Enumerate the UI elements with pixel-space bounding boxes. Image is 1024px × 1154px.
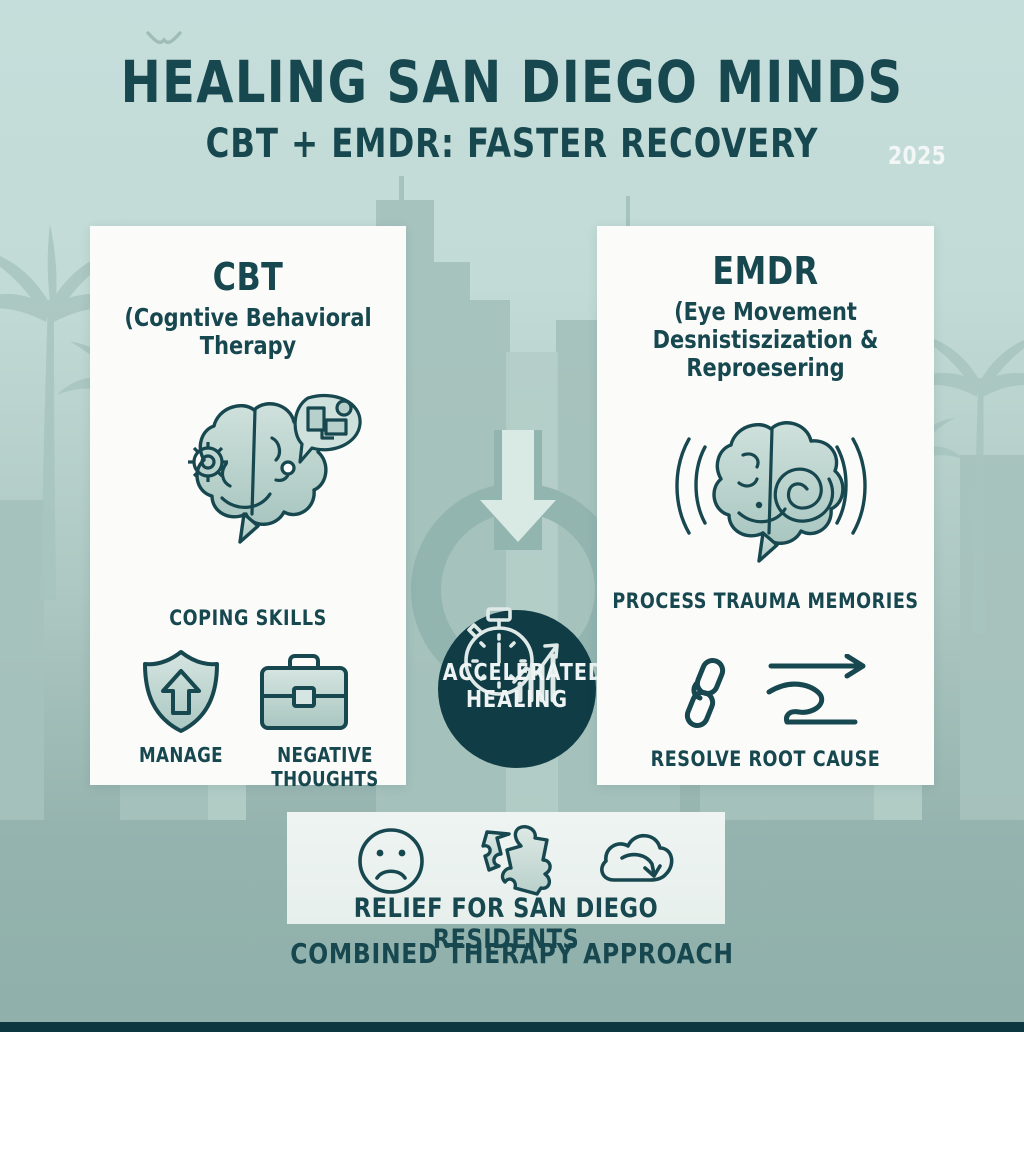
emdr-panel: EMDR (Eye Movement Desnistiszization & R…	[597, 226, 934, 785]
brain-spiral-waves-icon	[675, 421, 867, 563]
page-subtitle: CBT + EMDR: FASTER RECOVERY	[205, 121, 819, 167]
year-badge: 2025	[888, 141, 947, 170]
footer-divider-bar	[0, 1022, 1024, 1032]
combined-approach-label: COMBINED THERAPY APPROACH	[290, 937, 734, 970]
cbt-panel: CBT (Cogntive Behavioral Therapy	[90, 226, 406, 791]
shield-up-arrow-icon	[143, 650, 219, 733]
wave-arcs	[675, 437, 867, 535]
down-arrow-icon	[480, 430, 556, 542]
poster-header: HEALING SAN DIEGO MINDS CBT + EMDR: FAST…	[0, 52, 1024, 168]
brain-gear-thought-bubble-icon	[188, 393, 362, 544]
puzzle-piece-icon	[481, 825, 552, 896]
spiral-shape	[773, 467, 835, 523]
emdr-subtitle: (Eye Movement Desnistiszization & Reproe…	[652, 297, 879, 382]
page-title: HEALING SAN DIEGO MINDS	[120, 48, 904, 116]
emdr-section-label: PROCESS TRAUMA MEMORIES	[612, 589, 919, 613]
cbt-item-0-label: MANAGE	[139, 743, 223, 767]
relief-label: RELIEF FOR SAN DIEGO RESIDENTS	[353, 893, 659, 955]
cbt-title: CBT	[212, 255, 284, 299]
winding-arrow-icon	[766, 654, 866, 725]
stopwatch-growth-chart-icon	[464, 607, 559, 703]
badge-line-2: HEALING	[466, 687, 568, 713]
cloud-arrow-icon	[600, 833, 674, 882]
briefcase-icon	[260, 654, 348, 730]
cbt-item-1-label: NEGATIVE THOUGHTS	[271, 743, 379, 791]
cbt-section-label: COPING SKILLS	[169, 606, 327, 630]
emdr-footer-label: RESOLVE ROOT CAUSE	[650, 747, 881, 771]
seagull-icon	[146, 31, 182, 45]
sad-face-icon	[358, 828, 424, 894]
gear-shape	[188, 442, 228, 482]
chain-link-icon	[684, 658, 726, 728]
thought-bubble-shape	[280, 393, 362, 476]
badge-line-1: ACCELERATED	[442, 660, 605, 686]
cbt-subtitle: (Cogntive Behavioral Therapy	[124, 303, 372, 360]
accelerated-healing-badge	[438, 607, 596, 768]
footer-bar: Thrive Mental Health gothrivemh.com thri…	[0, 1032, 1024, 1154]
badge-label: ACCELERATED HEALING	[442, 660, 605, 714]
emdr-title: EMDR	[712, 249, 819, 293]
